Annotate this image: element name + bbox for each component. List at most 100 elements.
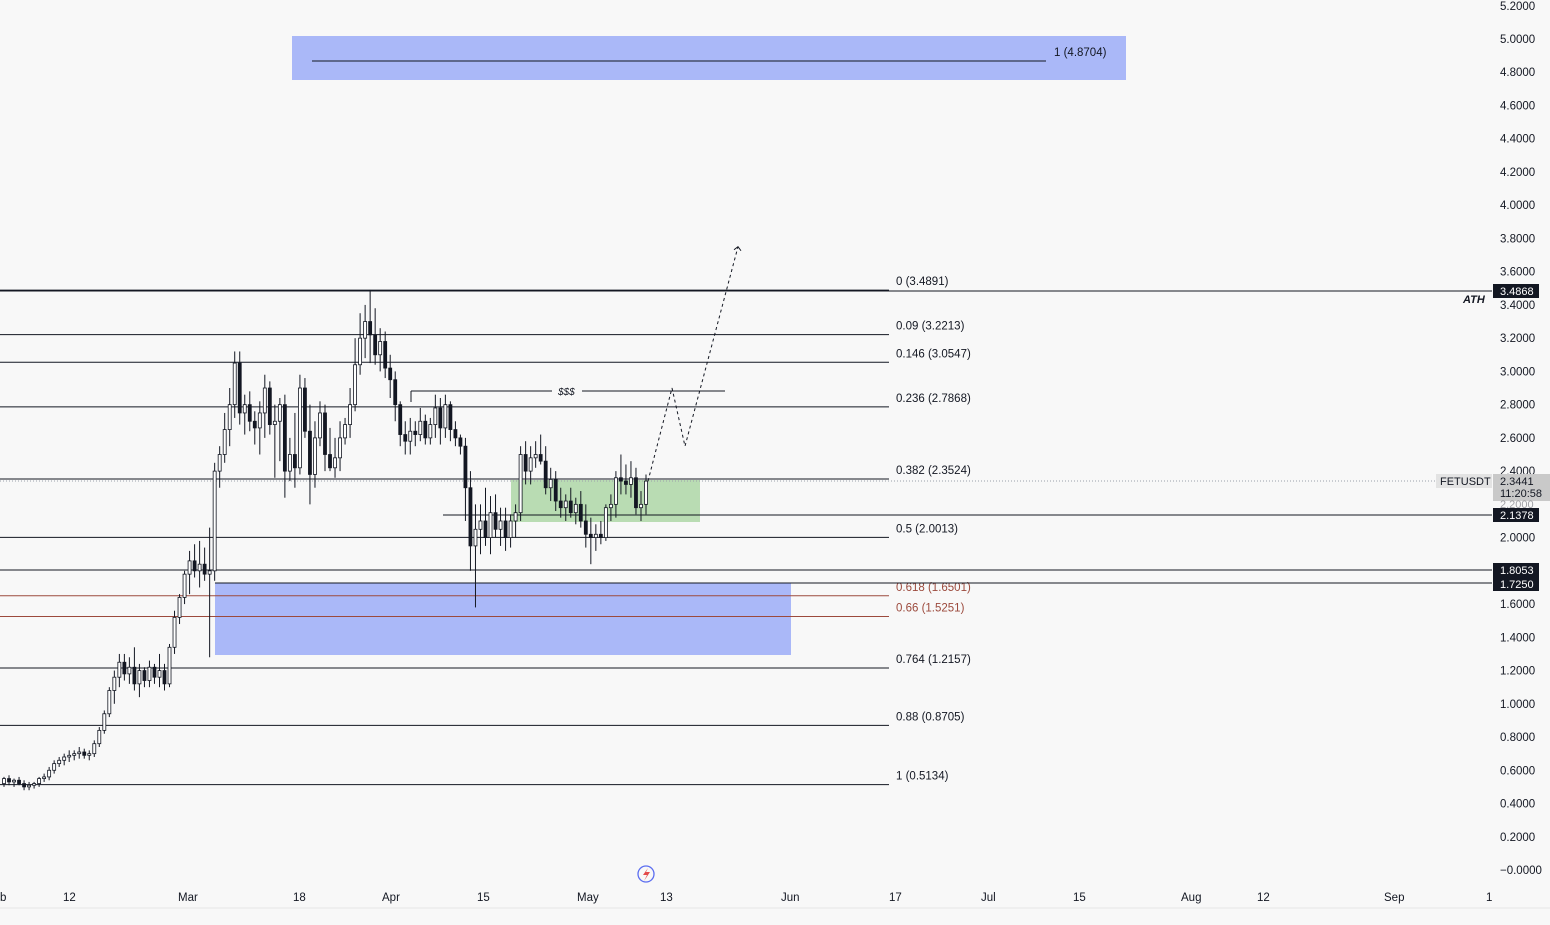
x-tick-label: Sep [1384,892,1404,904]
candle-down [303,387,307,432]
candle-down [202,563,207,575]
y-tick-label: 1.0000 [1500,699,1535,711]
tag-3-4868-text: 3.4868 [1500,286,1534,298]
projection-arrowhead [733,246,742,252]
candle-down [538,454,543,462]
fib-label: 1 (0.5134) [896,771,949,783]
projection-line [647,246,739,482]
candle-up [197,563,202,572]
time-axis[interactable]: b 12 Mar 18 Apr 15 May 13 Jun 17 Jul 15 Aug 12 Sep 1 [0,892,1492,904]
candle-down [308,430,312,475]
target-box-label: 1 (4.8704) [1054,47,1107,59]
projection-path[interactable] [647,246,742,482]
candle-up [513,512,518,522]
candle-up [242,404,247,414]
candle-up [573,503,578,514]
candle-up [287,454,292,472]
candle-down [558,500,563,509]
y-tick-label: 1.2000 [1500,666,1535,678]
candle-down [403,434,408,442]
candle-up [298,387,302,469]
candle-up [639,503,643,509]
candle-up [533,454,538,459]
candle-down [17,779,21,784]
y-tick-label: 5.0000 [1500,34,1535,46]
candle-up [353,364,357,406]
candle-up [473,528,478,547]
candle-up [408,430,413,442]
lightning-icon[interactable] [637,865,655,883]
y-tick-label: 0.4000 [1500,799,1535,811]
candle-up [348,404,352,425]
demand-zone[interactable] [215,583,791,655]
candle-up [608,503,613,509]
symbol-label: FETUSDT [1440,476,1491,488]
candle-up [167,646,172,685]
candle-up [77,751,82,755]
candle-down [438,407,443,429]
tag-1-7250-text: 1.7250 [1500,579,1534,591]
candle-up [2,778,6,784]
candle-down [423,420,428,439]
candle-down [413,430,418,435]
candle-up [363,321,368,339]
candle-down [619,477,623,482]
target-zone[interactable] [292,36,1126,80]
fib-label: 0.618 (1.6501) [896,582,971,594]
y-tick-label: 4.6000 [1500,100,1535,112]
x-tick-label: 17 [889,892,902,904]
candle-down [82,751,87,756]
candle-down [458,437,463,447]
candle-up [227,404,232,430]
candle-up [433,407,438,425]
x-tick-label: 1 [1486,892,1492,904]
x-tick-label: Jul [981,892,996,904]
candle-up [548,479,553,489]
candle-down [328,454,332,469]
candle-up [358,337,363,366]
x-tick-label: 18 [293,892,306,904]
y-tick-label: 4.8000 [1500,67,1535,79]
y-tick-label: 3.4000 [1500,300,1535,312]
candle-up [629,477,633,485]
candle-up [563,500,568,509]
candle-up [47,769,52,778]
candle-up [418,420,423,435]
candle-down [634,477,638,509]
x-tick-label: 15 [1073,892,1086,904]
y-tick-label: 3.0000 [1500,366,1535,378]
y-tick-label: 4.0000 [1500,200,1535,212]
candle-up [272,420,277,425]
candle-up [97,729,102,745]
y-tick-label: −0.0000 [1500,865,1542,877]
candles [2,289,648,791]
candle-down [267,387,272,425]
candle-down [293,454,297,469]
candle-up [102,713,107,731]
candle-down [578,503,583,522]
candle-up [217,454,222,472]
candle-down [192,560,197,572]
price-axis[interactable]: 5.2000 5.0000 4.8000 4.6000 4.4000 4.2000 4.00… [1500,1,1542,877]
candle-down [132,666,137,685]
candle-up [603,507,608,538]
candle-down [624,480,628,485]
candle-up [112,676,117,691]
y-tick-label: 5.2000 [1500,1,1535,13]
candle-down [282,404,287,472]
candle-up [644,480,648,505]
candle-up [72,753,77,756]
candle-down [543,460,548,489]
candle-up [343,424,347,439]
y-tick-label: 3.2000 [1500,333,1535,345]
fib-label: 0.146 (3.0547) [896,348,971,360]
x-tick-label: 13 [660,892,673,904]
y-tick-label: 3.6000 [1500,267,1535,279]
candle-up [52,763,57,771]
candle-down [7,778,11,783]
candle-down [388,367,393,381]
fib-label: 0.382 (2.3524) [896,465,971,477]
x-tick-label: May [577,892,599,904]
